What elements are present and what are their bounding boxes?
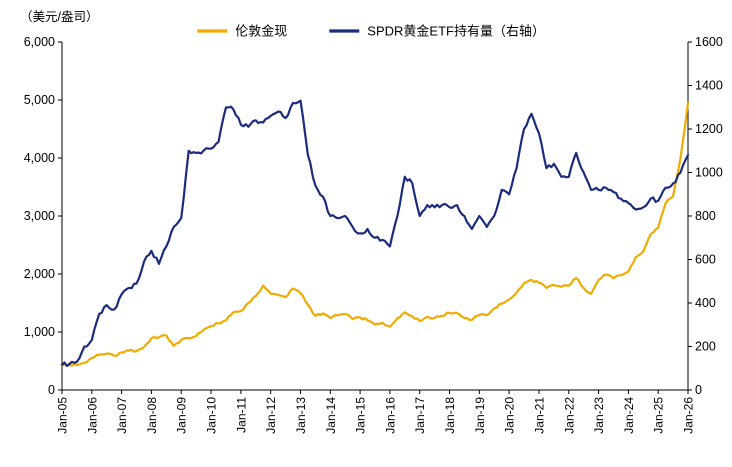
x-tick-label: Jan-24 [622, 397, 636, 434]
x-tick-label: Jan-05 [56, 397, 70, 434]
y-right-tick-label: 1000 [695, 166, 723, 180]
x-tick-label: Jan-06 [85, 397, 99, 434]
x-tick-label: Jan-19 [473, 397, 487, 434]
y-right-tick-label: 200 [695, 340, 716, 354]
x-tick-label: Jan-15 [354, 397, 368, 434]
x-tick-label: Jan-13 [294, 397, 308, 434]
spdr-etf-line [60, 99, 690, 368]
x-tick-label: Jan-23 [592, 397, 606, 434]
x-tick-label: Jan-21 [533, 397, 547, 434]
x-tick-label: Jan-12 [264, 397, 278, 434]
y-right-tick-label: 600 [695, 253, 716, 267]
x-tick-label: Jan-07 [115, 397, 129, 434]
x-tick-label: Jan-22 [562, 397, 576, 434]
legend-spdr-etf: SPDR黄金ETF持有量（右轴） [329, 24, 545, 39]
x-tick-label: Jan-25 [652, 397, 666, 434]
x-tick-label: Jan-09 [175, 397, 189, 434]
y-right-tick-label: 1200 [695, 122, 723, 136]
x-tick-label: Jan-18 [443, 397, 457, 434]
legend-spdr-etf-label: SPDR黄金ETF持有量（右轴） [367, 24, 545, 39]
y-left-tick-label: 4,000 [24, 151, 55, 165]
gold-spot-line [60, 101, 690, 367]
x-tick-label: Jan-10 [205, 397, 219, 434]
legend-gold-spot: 伦敦金现 [197, 24, 287, 39]
y-left-tick-label: 6,000 [24, 35, 55, 49]
y-left-tick-label: 2,000 [24, 267, 55, 281]
legend-gold-spot-label: 伦敦金现 [235, 24, 287, 39]
y-right-tick-label: 800 [695, 209, 716, 223]
x-tick-label: Jan-08 [145, 397, 159, 434]
y-left-tick-label: 1,000 [24, 325, 55, 339]
x-tick-label: Jan-16 [383, 397, 397, 434]
x-tick-label: Jan-11 [234, 397, 248, 433]
y-left-axis-title: （美元/盎司） [20, 10, 99, 24]
y-right-tick-label: 0 [695, 383, 702, 397]
x-tick-label: Jan-26 [682, 397, 696, 434]
y-left-tick-label: 3,000 [24, 209, 55, 223]
x-tick-label: Jan-20 [503, 397, 517, 434]
y-right-tick-label: 1400 [695, 79, 723, 93]
y-left-tick-label: 5,000 [24, 93, 55, 107]
y-left-tick-label: 0 [48, 383, 55, 397]
y-right-tick-label: 1600 [695, 35, 723, 49]
x-tick-label: Jan-17 [413, 397, 427, 434]
x-tick-label: Jan-14 [324, 397, 338, 434]
y-right-tick-label: 400 [695, 296, 716, 310]
